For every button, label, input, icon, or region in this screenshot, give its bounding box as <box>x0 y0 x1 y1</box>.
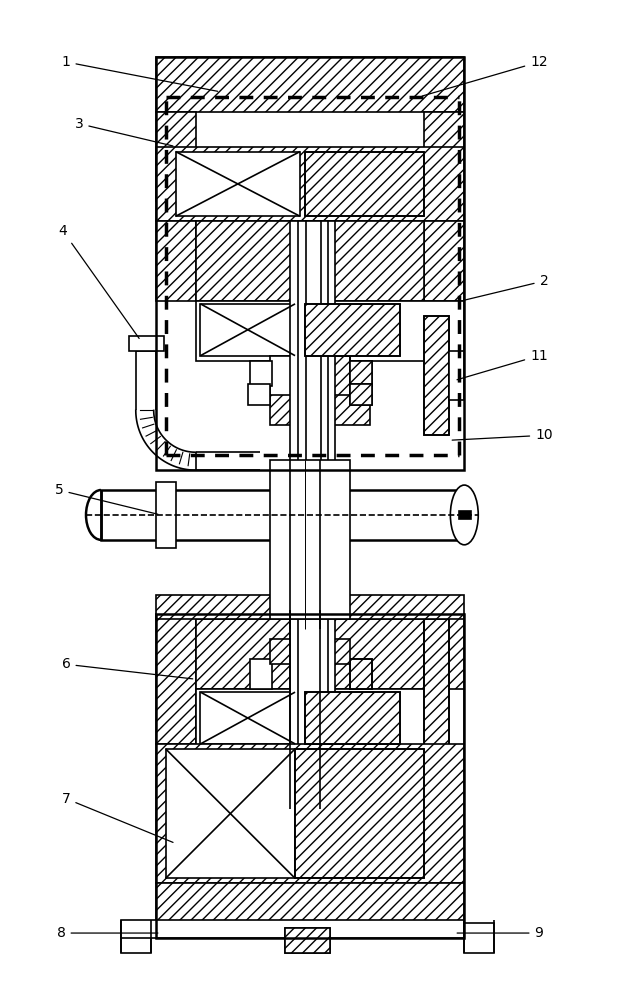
Bar <box>290 600 335 799</box>
Text: 9: 9 <box>457 926 543 940</box>
Bar <box>250 361 272 386</box>
Text: 8: 8 <box>56 926 158 940</box>
Bar <box>305 152 425 216</box>
Text: 11: 11 <box>457 349 548 380</box>
Bar <box>459 511 471 519</box>
Bar <box>121 923 151 953</box>
Bar <box>425 614 464 744</box>
Bar <box>156 614 195 744</box>
Bar <box>195 689 464 749</box>
Bar <box>425 112 464 201</box>
Bar <box>320 356 350 400</box>
Bar <box>350 659 372 689</box>
Bar <box>450 351 464 400</box>
Bar <box>156 112 195 201</box>
Bar <box>285 928 330 953</box>
Bar <box>166 749 295 878</box>
Bar <box>290 221 335 470</box>
Bar <box>298 221 328 480</box>
Bar <box>156 744 464 883</box>
Bar <box>305 304 400 356</box>
Bar <box>101 490 459 540</box>
Bar <box>285 928 330 953</box>
Bar <box>295 226 325 296</box>
Text: 12: 12 <box>422 55 548 96</box>
Bar <box>305 304 400 356</box>
Bar <box>156 614 464 938</box>
Bar <box>295 749 425 878</box>
Bar <box>200 692 295 744</box>
Bar <box>270 356 300 400</box>
Bar <box>248 384 270 405</box>
Bar <box>156 883 464 938</box>
Bar <box>270 460 350 619</box>
Ellipse shape <box>450 485 478 545</box>
Bar <box>156 221 195 301</box>
Bar <box>425 619 450 749</box>
Bar <box>325 619 425 689</box>
Bar <box>425 221 464 301</box>
Bar <box>306 221 321 490</box>
Bar <box>350 659 372 689</box>
Text: 3: 3 <box>74 117 173 146</box>
Bar <box>156 482 175 548</box>
Bar <box>195 301 464 361</box>
Bar <box>195 619 295 689</box>
Bar <box>195 221 295 301</box>
Text: 1: 1 <box>61 55 218 91</box>
Bar <box>156 147 464 221</box>
Bar <box>121 920 464 938</box>
Bar <box>156 57 464 112</box>
Bar <box>295 749 425 878</box>
Bar <box>320 395 370 425</box>
Bar <box>298 600 328 809</box>
Bar <box>350 384 372 405</box>
Text: 7: 7 <box>62 792 173 842</box>
Bar <box>305 692 400 744</box>
Text: 6: 6 <box>61 657 193 679</box>
Bar <box>270 395 320 425</box>
Bar <box>320 356 350 400</box>
Text: 5: 5 <box>55 483 158 514</box>
Bar <box>305 692 400 744</box>
Bar <box>270 639 350 664</box>
Bar <box>305 152 425 216</box>
Bar <box>250 659 272 689</box>
Text: 2: 2 <box>464 274 548 300</box>
Bar <box>350 361 372 386</box>
Bar <box>325 221 425 301</box>
Bar <box>425 316 450 435</box>
Bar <box>350 361 372 386</box>
Bar <box>350 384 372 405</box>
Bar <box>129 336 164 351</box>
Bar <box>464 923 494 953</box>
Text: 4: 4 <box>59 224 139 338</box>
Bar <box>200 304 295 356</box>
Bar <box>156 595 464 619</box>
Text: 10: 10 <box>452 428 553 442</box>
Bar <box>175 152 300 216</box>
Bar <box>156 57 464 470</box>
Bar <box>425 316 450 435</box>
Bar <box>425 619 450 749</box>
